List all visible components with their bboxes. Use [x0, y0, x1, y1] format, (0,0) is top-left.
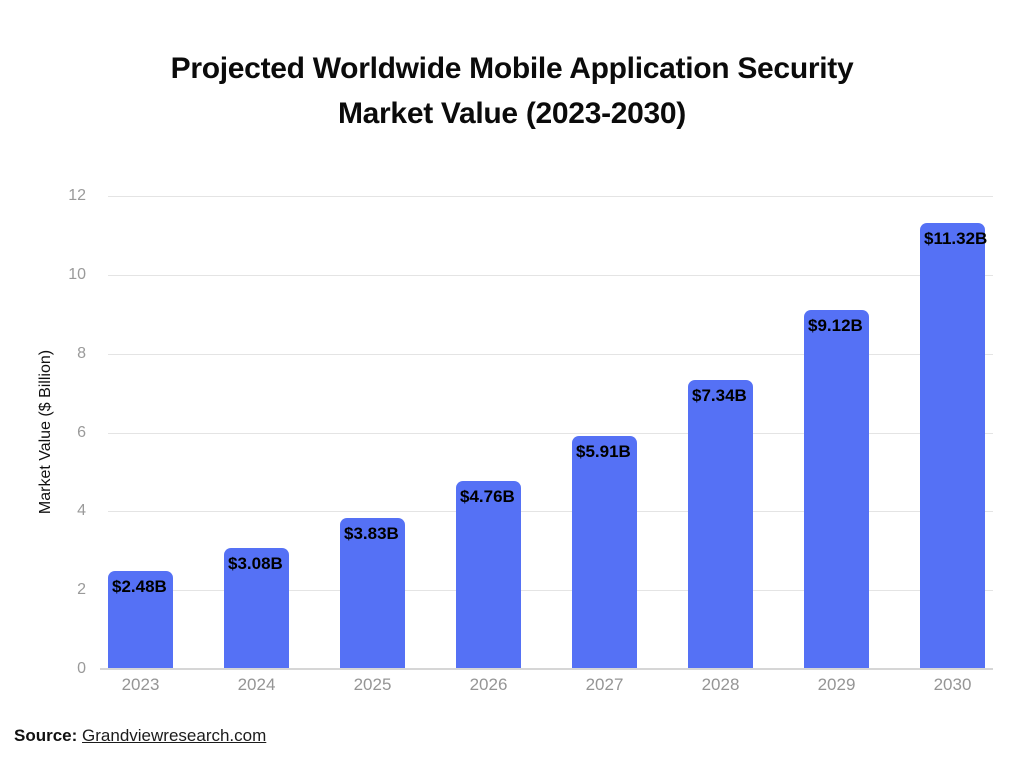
bar-2030: $11.32B — [920, 222, 988, 669]
gridline-6 — [108, 432, 993, 434]
x-tick-label-2024: 2024 — [237, 675, 276, 694]
bar-2024: $3.08B — [224, 547, 289, 669]
bar-value-label-2023: $2.48B — [112, 577, 167, 597]
x-tick-label-2023: 2023 — [121, 675, 160, 694]
y-tick-label-12: 12 — [68, 187, 86, 204]
x-axis-line — [100, 668, 993, 670]
y-axis-title: Market Value ($ Billion) — [37, 349, 54, 515]
source-label: Source: — [14, 726, 78, 745]
y-tick-label-2: 2 — [77, 581, 86, 599]
y-tick-label-0: 0 — [77, 660, 86, 677]
bar-value-label-2024: $3.08B — [228, 553, 283, 573]
y-tick-label-6: 6 — [77, 423, 86, 441]
x-axis-labels: 2023 2024 2025 2026 2027 2028 2029 2030 — [108, 675, 985, 695]
x-tick-label-2029: 2029 — [817, 675, 856, 694]
x-tick-label-2025: 2025 — [353, 675, 392, 694]
bar-2027: $5.91B — [572, 436, 637, 669]
chart-title: Projected Worldwide Mobile Application S… — [0, 46, 1024, 136]
plot-area: 0 2 4 6 8 10 12 $2.48B $3.08B $3.83B $4.76B $5.91B… — [68, 187, 993, 694]
x-tick-label-2026: 2026 — [469, 675, 508, 694]
bar-value-label-2029: $9.12B — [808, 315, 863, 335]
bar-series: $2.48B $3.08B $3.83B $4.76B $5.91B $7.34B $9.1… — [108, 196, 988, 669]
y-tick-label-10: 10 — [68, 265, 86, 283]
bar-2029: $9.12B — [804, 309, 869, 669]
source-note: Source: Grandviewresearch.com — [14, 726, 266, 746]
gridline-4 — [108, 511, 993, 513]
x-tick-label-2028: 2028 — [701, 675, 740, 694]
gridline-10 — [108, 274, 993, 276]
y-tick-label-8: 8 — [77, 344, 86, 362]
bar-2023: $2.48B — [108, 571, 173, 669]
bar-value-label-2030: $11.32B — [924, 228, 988, 248]
x-tick-label-2027: 2027 — [585, 675, 624, 694]
bar-value-label-2026: $4.76B — [460, 487, 515, 507]
bar-value-label-2028: $7.34B — [692, 385, 747, 405]
bar-value-label-2027: $5.91B — [576, 442, 631, 462]
gridline-12 — [108, 196, 993, 197]
y-tick-label-4: 4 — [77, 502, 86, 520]
bar-2028: $7.34B — [688, 379, 753, 669]
gridline-2 — [108, 590, 993, 592]
source-link[interactable]: Grandviewresearch.com — [82, 726, 267, 745]
gridline-8 — [108, 353, 993, 355]
chart-title-line-2: Market Value (2023-2030) — [337, 97, 686, 130]
bar-2026: $4.76B — [456, 481, 521, 669]
bar-2025: $3.83B — [340, 518, 405, 669]
chart-title-line-1: Projected Worldwide Mobile Application S… — [170, 52, 854, 85]
bar-value-label-2025: $3.83B — [344, 524, 399, 544]
x-tick-label-2030: 2030 — [933, 675, 972, 694]
